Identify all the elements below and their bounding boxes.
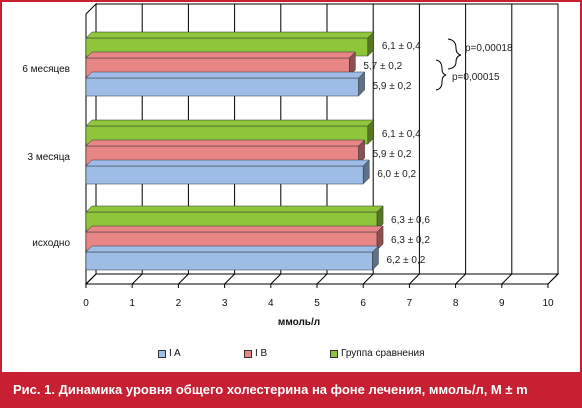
caption-text: Динамика уровня общего холестерина на фо… <box>58 382 528 397</box>
caption-prefix: Рис. 1. <box>13 382 55 397</box>
significance-brace-1 <box>447 38 462 70</box>
data-label: 6,3 ± 0,6 <box>391 215 430 226</box>
data-label: 5,9 ± 0,2 <box>373 81 412 92</box>
bar <box>85 165 364 185</box>
floor-gridline <box>547 273 559 285</box>
legend-label-comparison: Группа сравнения <box>341 348 425 359</box>
floor-gridline <box>178 273 189 285</box>
bar-top-face <box>85 119 375 127</box>
bar-top-face <box>85 205 384 213</box>
legend-swatch-ib <box>244 349 252 358</box>
bar-side-face <box>372 245 379 271</box>
bar <box>85 251 373 271</box>
floor-gridline <box>501 273 513 285</box>
bar <box>85 77 359 97</box>
data-label: 5,9 ± 0,2 <box>373 149 412 160</box>
bar-side-face <box>367 119 375 145</box>
bar-side-face <box>349 51 356 77</box>
floor-gridline <box>362 273 374 285</box>
legend-label-ib: I B <box>255 348 268 359</box>
bar-side-face <box>362 159 370 185</box>
bar-side-face <box>367 31 375 57</box>
floor-gridline <box>316 273 328 285</box>
bar-top-face <box>85 225 384 233</box>
floor-gridline <box>270 273 282 285</box>
legend-item-ia: I A <box>158 348 181 359</box>
data-label: 6,2 ± 0,2 <box>386 255 425 266</box>
bar-top-face <box>85 71 366 79</box>
x-tick-label: 7 <box>407 298 413 309</box>
bar-top-face <box>85 159 370 167</box>
legend-item-ib: I B <box>244 348 267 359</box>
p-value-label: p=0,00015 <box>452 72 500 83</box>
bar-side-face <box>376 225 384 251</box>
floor-gridline <box>131 273 143 285</box>
x-tick-label: 8 <box>453 298 459 309</box>
figure-caption: Рис. 1. Динамика уровня общего холестери… <box>0 372 582 408</box>
x-tick-label: 9 <box>499 298 505 309</box>
data-label: 5,7 ± 0,2 <box>363 61 402 72</box>
floor-gridline <box>455 273 466 285</box>
x-tick-label: 1 <box>129 298 135 309</box>
floor-gridline <box>409 273 420 285</box>
significance-brace-2 <box>435 59 447 91</box>
x-tick-label: 0 <box>83 298 89 309</box>
bar-side-face <box>358 71 365 97</box>
x-tick-label: 10 <box>542 298 554 309</box>
legend-label-ia: I A <box>169 348 181 359</box>
bar-top-face <box>85 139 366 147</box>
bar-side-face <box>376 205 384 231</box>
bar-top-face <box>85 245 380 253</box>
floor-gridline <box>224 273 235 285</box>
data-label: 6,0 ± 0,2 <box>377 169 416 180</box>
floor-gridline <box>85 273 97 285</box>
data-label: 6,1 ± 0,4 <box>382 41 421 52</box>
category-label: 6 месяцев <box>22 64 70 75</box>
x-tick-label: 4 <box>268 298 274 309</box>
x-tick-label: 2 <box>176 298 182 309</box>
legend-swatch-comparison <box>330 349 338 358</box>
bar-chart: 0 1 2 3 4 5 6 7 8 9 10 ммоль/л 6 месяцев 6,1 ± 0,4 5,7… <box>22 2 560 328</box>
x-tick-label: 6 <box>360 298 366 309</box>
legend-item-comparison: Группа сравнения <box>330 348 425 359</box>
x-tick-label: 5 <box>314 298 320 309</box>
category-label: 3 месяца <box>28 152 71 163</box>
legend-swatch-ia <box>158 349 166 358</box>
chart-legend: I A I B Группа сравнения <box>0 340 582 364</box>
bar-side-face <box>358 139 365 165</box>
bar-top-face <box>85 51 356 59</box>
data-label: 6,3 ± 0,2 <box>391 235 430 246</box>
category-label: исходно <box>32 238 70 249</box>
x-axis-title: ммоль/л <box>278 317 320 328</box>
data-label: 6,1 ± 0,4 <box>382 129 421 140</box>
p-value-label: p=0,00018 <box>465 43 513 54</box>
x-tick-label: 3 <box>222 298 228 309</box>
bar-top-face <box>85 31 375 39</box>
